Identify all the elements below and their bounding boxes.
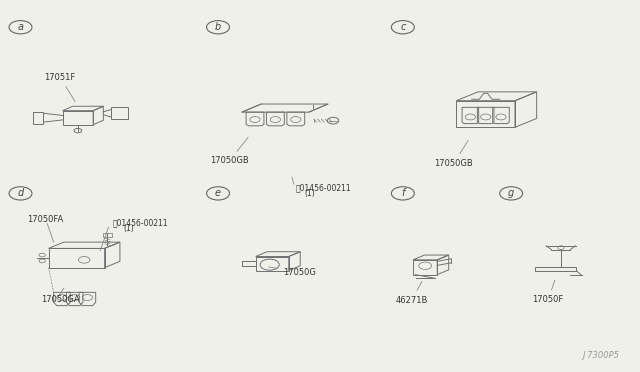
Text: g: g (508, 188, 515, 198)
Text: f: f (401, 188, 404, 198)
Bar (103, 233, 112, 237)
Text: e: e (215, 188, 221, 198)
Text: d: d (17, 188, 24, 198)
Text: b: b (215, 22, 221, 32)
Text: 17050F: 17050F (532, 280, 564, 304)
Text: Ⓢ01456-00211: Ⓢ01456-00211 (113, 218, 168, 227)
Text: c: c (400, 22, 406, 32)
Text: 17050GB: 17050GB (435, 140, 473, 168)
Text: 17050GB: 17050GB (210, 137, 249, 166)
Text: (1): (1) (124, 224, 134, 232)
Text: 46271B: 46271B (396, 282, 428, 305)
Text: Ⓢ01456-00211: Ⓢ01456-00211 (296, 183, 351, 192)
Text: 17050G: 17050G (269, 267, 316, 276)
Text: (1): (1) (305, 189, 316, 198)
Text: 17051F: 17051F (44, 73, 76, 102)
Text: 17050FA: 17050FA (27, 215, 63, 224)
Text: a: a (17, 22, 24, 32)
Text: J 7300P5: J 7300P5 (582, 350, 620, 359)
Text: 17050GA: 17050GA (41, 295, 79, 304)
